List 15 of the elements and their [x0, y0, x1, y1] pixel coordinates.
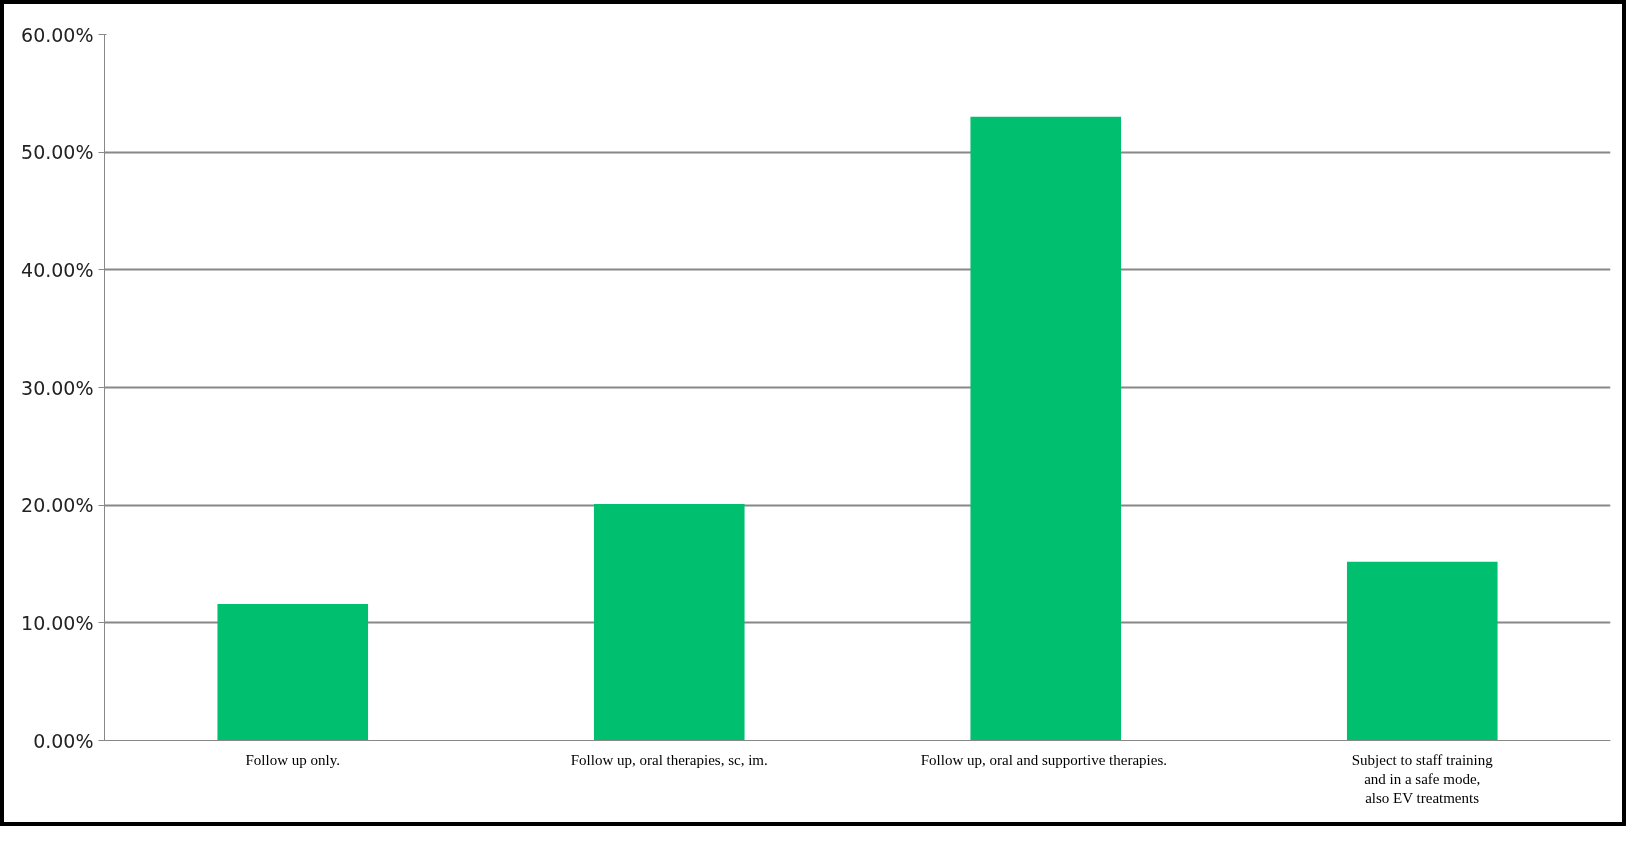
- y-tick-label: 40.00%: [21, 258, 94, 281]
- y-tick-label: 30.00%: [21, 376, 94, 399]
- y-tick-label: 20.00%: [21, 494, 94, 517]
- x-tick-label: Follow up, oral therapies, sc, im.: [570, 751, 768, 768]
- bar: [1346, 561, 1498, 741]
- x-tick-label: Follow up, oral and supportive therapies.: [920, 751, 1167, 768]
- bar: [593, 503, 745, 741]
- y-tick-label: 50.00%: [21, 141, 94, 164]
- x-tick-label: Follow up only.: [245, 751, 340, 768]
- y-tick-label: 60.00%: [21, 23, 94, 46]
- bar: [970, 116, 1122, 741]
- y-tick-label: 10.00%: [21, 611, 94, 634]
- bar: [217, 604, 369, 741]
- y-tick-label: 0.00%: [33, 729, 94, 752]
- x-tick-label: Subject to staff training and in a safe mode, also EV treatments: [1351, 751, 1494, 806]
